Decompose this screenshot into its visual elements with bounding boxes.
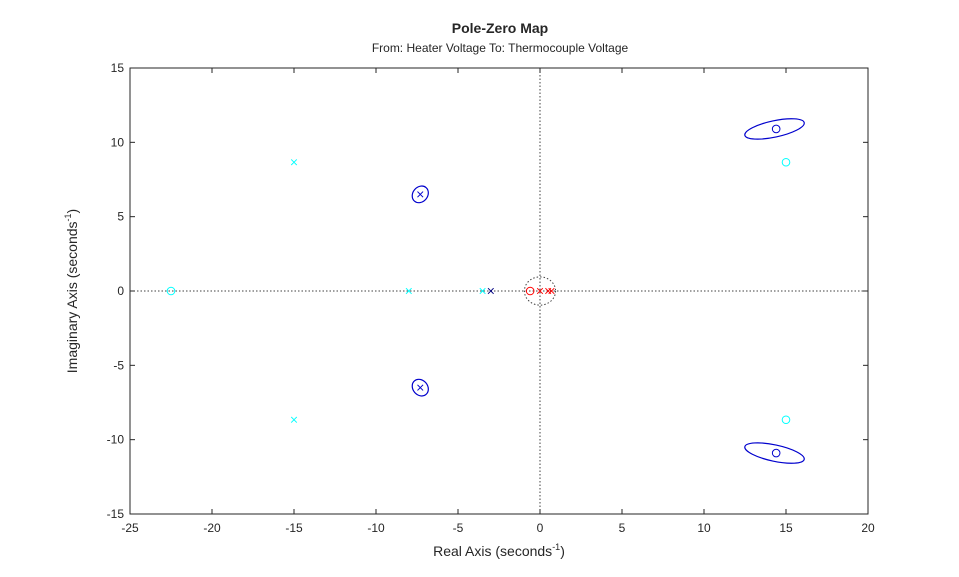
x-axis-label-superscript: -1 (552, 542, 560, 552)
y-axis-label-superscript: -1 (63, 213, 73, 221)
chart-subtitle: From: Heater Voltage To: Thermocouple Vo… (372, 41, 629, 55)
uncertainty-ellipse (411, 185, 429, 204)
pole-marker (536, 287, 544, 295)
axis-ticks: -25 -20 -15 -10 -5 0 5 10 15 20 -15 -10 -5 0 5 10 15 (107, 61, 875, 535)
pole-zero-marks (166, 124, 791, 458)
x-tick-label: 10 (697, 521, 711, 535)
y-axis-label-suffix: ) (64, 209, 80, 214)
zero-marker (781, 157, 791, 167)
zero-marker (771, 124, 781, 134)
pole-marker (479, 287, 486, 295)
x-tick-label: 0 (537, 521, 544, 535)
x-tick-label: -10 (367, 521, 385, 535)
zero-marker (781, 415, 791, 425)
y-tick-label: 0 (117, 284, 124, 298)
y-axis-label-text: Imaginary Axis (seconds (64, 221, 80, 373)
x-tick-label: -20 (203, 521, 221, 535)
zero-marker (166, 286, 176, 296)
x-tick-label: 5 (619, 521, 626, 535)
x-axis-label-text: Real Axis (seconds (433, 543, 552, 559)
x-tick-label: 15 (779, 521, 793, 535)
pole-marker (417, 384, 424, 391)
pole-marker (487, 287, 494, 295)
zero-lines (130, 68, 868, 514)
x-axis-label: Real Axis (seconds-1) (433, 542, 565, 559)
uncertainty-ellipse (744, 118, 805, 140)
uncertainty-ellipse (523, 276, 557, 306)
uncertainty-ellipse (744, 442, 805, 464)
uncertainty-ellipses (411, 118, 805, 464)
pole-marker (417, 191, 424, 198)
y-tick-label: -5 (113, 358, 124, 372)
y-axis-label: Imaginary Axis (seconds-1) (63, 209, 80, 373)
x-tick-label: -25 (121, 521, 139, 535)
pole-marker (405, 287, 412, 295)
zero-marker (771, 448, 781, 458)
x-tick-label: 20 (861, 521, 875, 535)
y-tick-label: 10 (111, 135, 125, 149)
pole-marker (548, 287, 555, 295)
y-tick-label: 15 (111, 61, 125, 75)
y-tick-label: 5 (117, 210, 124, 224)
y-tick-label: -10 (107, 433, 125, 447)
chart-title: Pole-Zero Map (452, 20, 548, 36)
pole-marker (290, 159, 298, 166)
uncertainty-ellipse (411, 378, 429, 397)
x-tick-label: -5 (453, 521, 464, 535)
pole-marker (290, 416, 298, 423)
y-tick-label: -15 (107, 507, 125, 521)
x-tick-label: -15 (285, 521, 303, 535)
zero-marker (525, 286, 535, 296)
x-axis-label-suffix: ) (560, 543, 565, 559)
